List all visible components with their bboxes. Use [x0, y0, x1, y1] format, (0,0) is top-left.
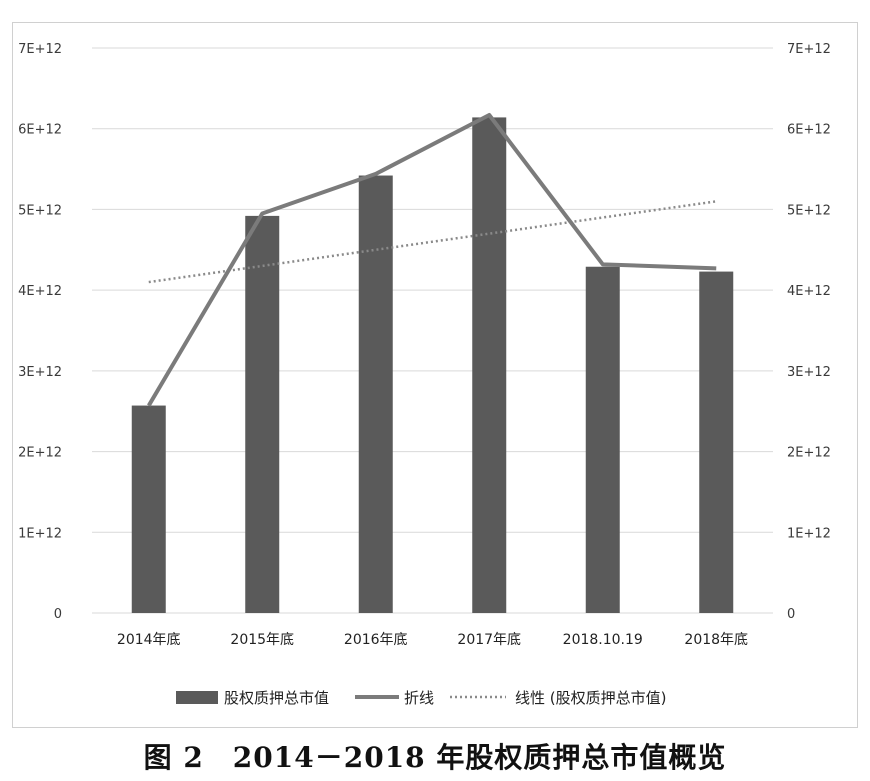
legend-trend-label: 线性 (股权质押总市值)	[515, 689, 666, 707]
y-tick-label-left: 0	[54, 607, 62, 622]
legend-bar-swatch	[176, 691, 218, 704]
y-tick-label-right: 7E+12	[787, 42, 831, 57]
line-layer	[147, 112, 717, 407]
y-tick-label-right: 0	[787, 607, 795, 622]
category-labels: 2014年底 2015年底 2016年底 2017年底 2018.10.19 2018年底	[117, 632, 748, 648]
x-category-label: 2018.10.19	[563, 632, 643, 648]
trendline	[148, 200, 717, 284]
y-tick-label-right: 2E+12	[787, 446, 831, 461]
y-tick-label-right: 1E+12	[787, 526, 831, 541]
y-tick-label-left: 2E+12	[18, 446, 62, 461]
trendline-layer	[148, 200, 717, 284]
y-tick-label-left: 7E+12	[18, 42, 62, 57]
x-category-label: 2016年底	[344, 632, 408, 648]
bar	[699, 271, 734, 613]
left-axis-ticks: 0 1E+12 2E+12 3E+12 4E+12 5E+12 6E+12 7E+12	[18, 42, 62, 622]
x-category-label: 2017年底	[457, 632, 521, 648]
legend: 股权质押总市值 折线 线性 (股权质押总市值)	[176, 689, 666, 707]
line-series	[147, 112, 717, 407]
y-tick-label-left: 1E+12	[18, 526, 62, 541]
y-tick-label-right: 3E+12	[787, 365, 831, 380]
y-tick-label-right: 6E+12	[787, 123, 831, 138]
y-tick-label-right: 5E+12	[787, 203, 831, 218]
y-tick-label-left: 3E+12	[18, 365, 62, 380]
legend-bar-label: 股权质押总市值	[224, 689, 329, 707]
x-category-label: 2015年底	[230, 632, 294, 648]
bar	[585, 266, 620, 613]
bar	[245, 215, 280, 613]
y-tick-label-left: 4E+12	[18, 284, 62, 299]
bar	[472, 117, 507, 614]
y-tick-label-left: 5E+12	[18, 203, 62, 218]
x-category-label: 2014年底	[117, 632, 181, 648]
x-category-label: 2018年底	[684, 632, 748, 648]
y-tick-label-right: 4E+12	[787, 284, 831, 299]
bar	[358, 175, 393, 613]
right-axis-ticks: 0 1E+12 2E+12 3E+12 4E+12 5E+12 6E+12 7E+12	[787, 42, 831, 622]
figure-caption: 图 2 2014－2018 年股权质押总市值概览	[143, 741, 727, 774]
y-tick-label-left: 6E+12	[18, 123, 62, 138]
legend-line-label: 折线	[404, 689, 434, 707]
bars-layer	[131, 117, 734, 614]
bar	[131, 405, 166, 613]
